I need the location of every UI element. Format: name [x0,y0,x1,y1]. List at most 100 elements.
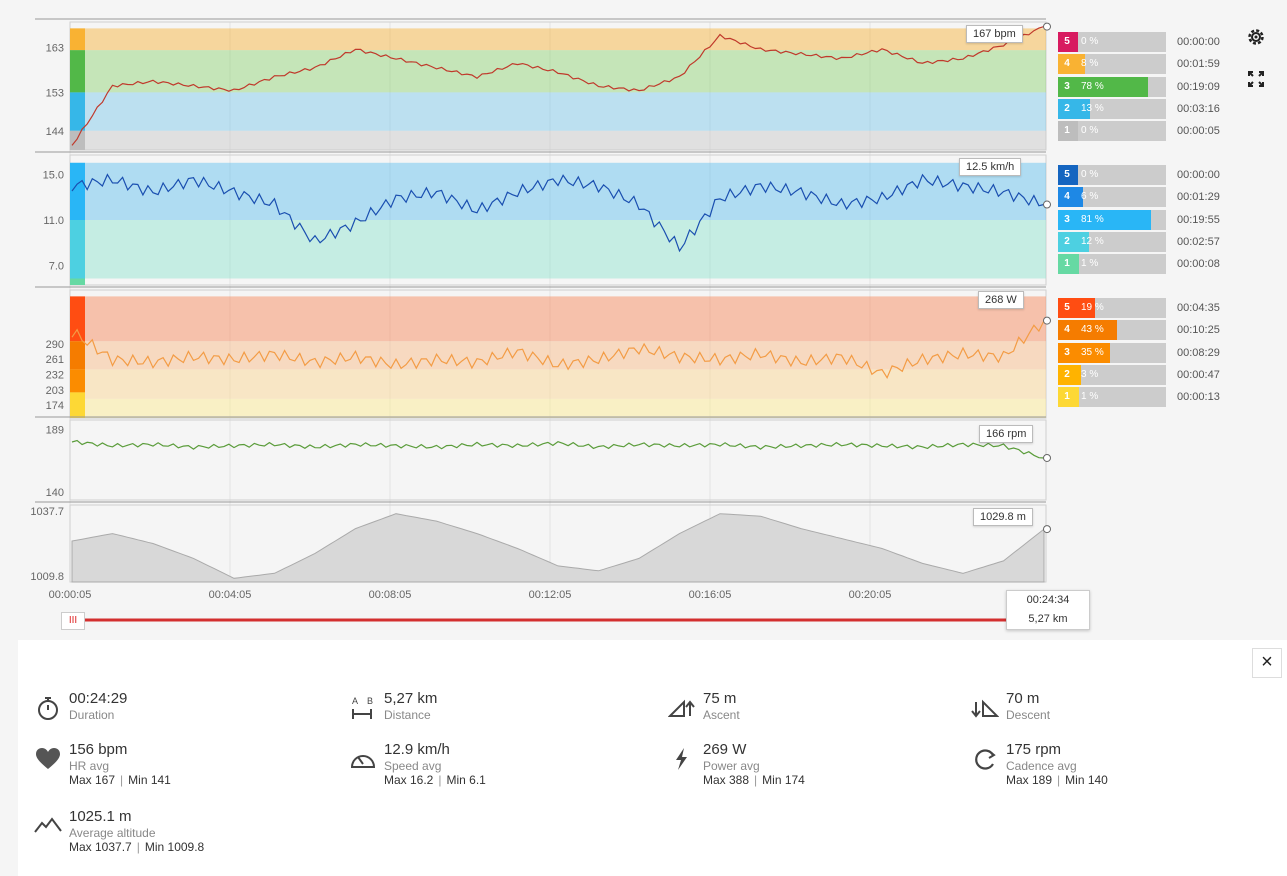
y-tick-label: 7.0 [49,261,64,273]
cadence-avg-value: 175 rpm [1006,741,1062,758]
zone-stripe [70,296,85,342]
zone-stripe [70,92,85,131]
distance-a-letter: A [352,696,358,706]
zone-band [70,341,1046,370]
hr-max-min: Max 167 | Min 141 [69,773,171,787]
zone-time: 00:19:55 [1177,213,1220,226]
y-tick-label: 290 [46,339,64,351]
zone-stripe [70,341,85,370]
zone-percent: 1 % [1081,258,1099,270]
zone-time: 00:10:25 [1177,324,1220,337]
y-tick-label: 174 [46,400,64,412]
zone-time: 00:04:35 [1177,302,1220,314]
speedometer-icon [350,755,376,768]
hr-avg-value: 156 bpm [69,741,128,758]
series-line-power [71,320,1045,379]
zone-time: 00:03:16 [1177,102,1220,115]
speed-separator: | [438,773,442,787]
y-tick-label: 1009.8 [30,571,64,583]
zone-row: 3 35 % [1058,342,1166,363]
chart-area: 163 153 144 15.0 11.0 7.0 290 261 232 203 174 189 14… [0,0,1287,640]
zone-fill-bar [1076,187,1084,208]
zone-number: 2 [1058,231,1076,252]
close-icon[interactable]: × [1252,648,1282,678]
descent-icon [971,699,999,718]
y-tick-label: 232 [46,369,64,381]
duration-label: Duration [69,708,115,722]
speed-min: Min 6.1 [446,773,486,787]
ascent-icon [668,699,695,717]
hr-max: Max 167 [69,773,116,787]
heart-icon [36,748,60,769]
power-max: Max 388 [703,773,750,787]
zone-number: 4 [1058,187,1076,208]
zone-stripe [70,392,85,418]
cadence-separator: | [1057,773,1061,787]
distance-value: 5,27 km [384,690,438,707]
zone-stripe [70,278,85,285]
zone-percent: 8 % [1081,58,1099,70]
y-tick-label: 203 [46,385,64,397]
zone-row: 5 0 % [1058,32,1166,52]
x-tick-label: 00:08:05 [369,589,412,601]
zone-time: 00:02:57 [1177,235,1220,248]
speed-max-min: Max 16.2 | Min 6.1 [384,773,486,787]
zone-row: 4 6 % [1058,187,1166,208]
cadence-avg-label: Cadence avg [1006,759,1077,773]
cadence-min: Min 140 [1065,773,1108,787]
y-tick-label: 15.0 [43,170,64,182]
zone-fill-bar [1076,54,1086,75]
zone-fill-bar [1076,98,1090,119]
lightning-icon [676,748,687,770]
x-tick-label: 00:00:05 [49,589,92,601]
zone-time: 00:00:08 [1177,258,1220,271]
zone-percent: 78 % [1081,80,1104,92]
x-tick-label: 00:16:05 [689,589,732,601]
zone-percent: 0 % [1081,169,1099,180]
hr-avg-label: HR avg [69,759,110,773]
power-separator: | [754,773,758,787]
zone-stripe [70,130,85,150]
y-tick-label: 163 [46,43,64,55]
y-tick-label: 140 [46,487,64,499]
zone-number: 4 [1058,54,1076,75]
series-end-marker [1043,316,1051,325]
zone-number: 5 [1058,165,1076,185]
zone-percent: 43 % [1081,324,1104,336]
x-tick-label: 00:20:05 [849,589,892,601]
power-min: Min 174 [762,773,805,787]
zone-number: 4 [1058,320,1076,341]
timeline-tooltip: 00:24:34 5,27 km [1006,590,1090,630]
power-avg-label: Power avg [703,759,760,773]
zone-time: 00:01:59 [1177,58,1220,71]
zone-fill-bar [1076,32,1078,52]
zone-band [70,369,1046,399]
zone-row: 2 12 % [1058,231,1166,252]
altitude-area [71,513,1045,583]
zone-fill-bar [1076,298,1096,318]
speed-max: Max 16.2 [384,773,434,787]
zone-percent: 81 % [1081,213,1104,225]
zone-row: 5 19 % [1058,298,1166,318]
timeline-range-handle[interactable]: III [61,612,85,630]
series-end-marker [1043,22,1051,31]
y-tick-label: 189 [46,425,64,437]
zone-number: 3 [1058,209,1076,230]
series-end-marker [1043,525,1051,534]
zone-time: 00:00:47 [1177,368,1220,381]
y-tick-label: 1037.7 [30,506,64,518]
hr-current-flag: 167 bpm [966,25,1023,43]
x-tick-label: 00:12:05 [529,589,572,601]
zone-percent: 6 % [1081,191,1099,203]
y-tick-label: 144 [46,126,64,138]
charts-svg[interactable]: 16315314415.011.07.029026123220317418914… [0,0,1287,640]
zone-stripe [70,28,85,51]
panel-frame [69,419,1047,501]
zone-time: 00:08:29 [1177,346,1220,359]
zone-fill-bar [1076,387,1079,408]
cadence-current-flag: 166 rpm [979,425,1034,443]
expand-icon[interactable] [1243,66,1269,92]
y-tick-label: 153 [46,87,64,99]
gear-icon[interactable] [1243,24,1269,50]
zone-band [70,398,1046,418]
